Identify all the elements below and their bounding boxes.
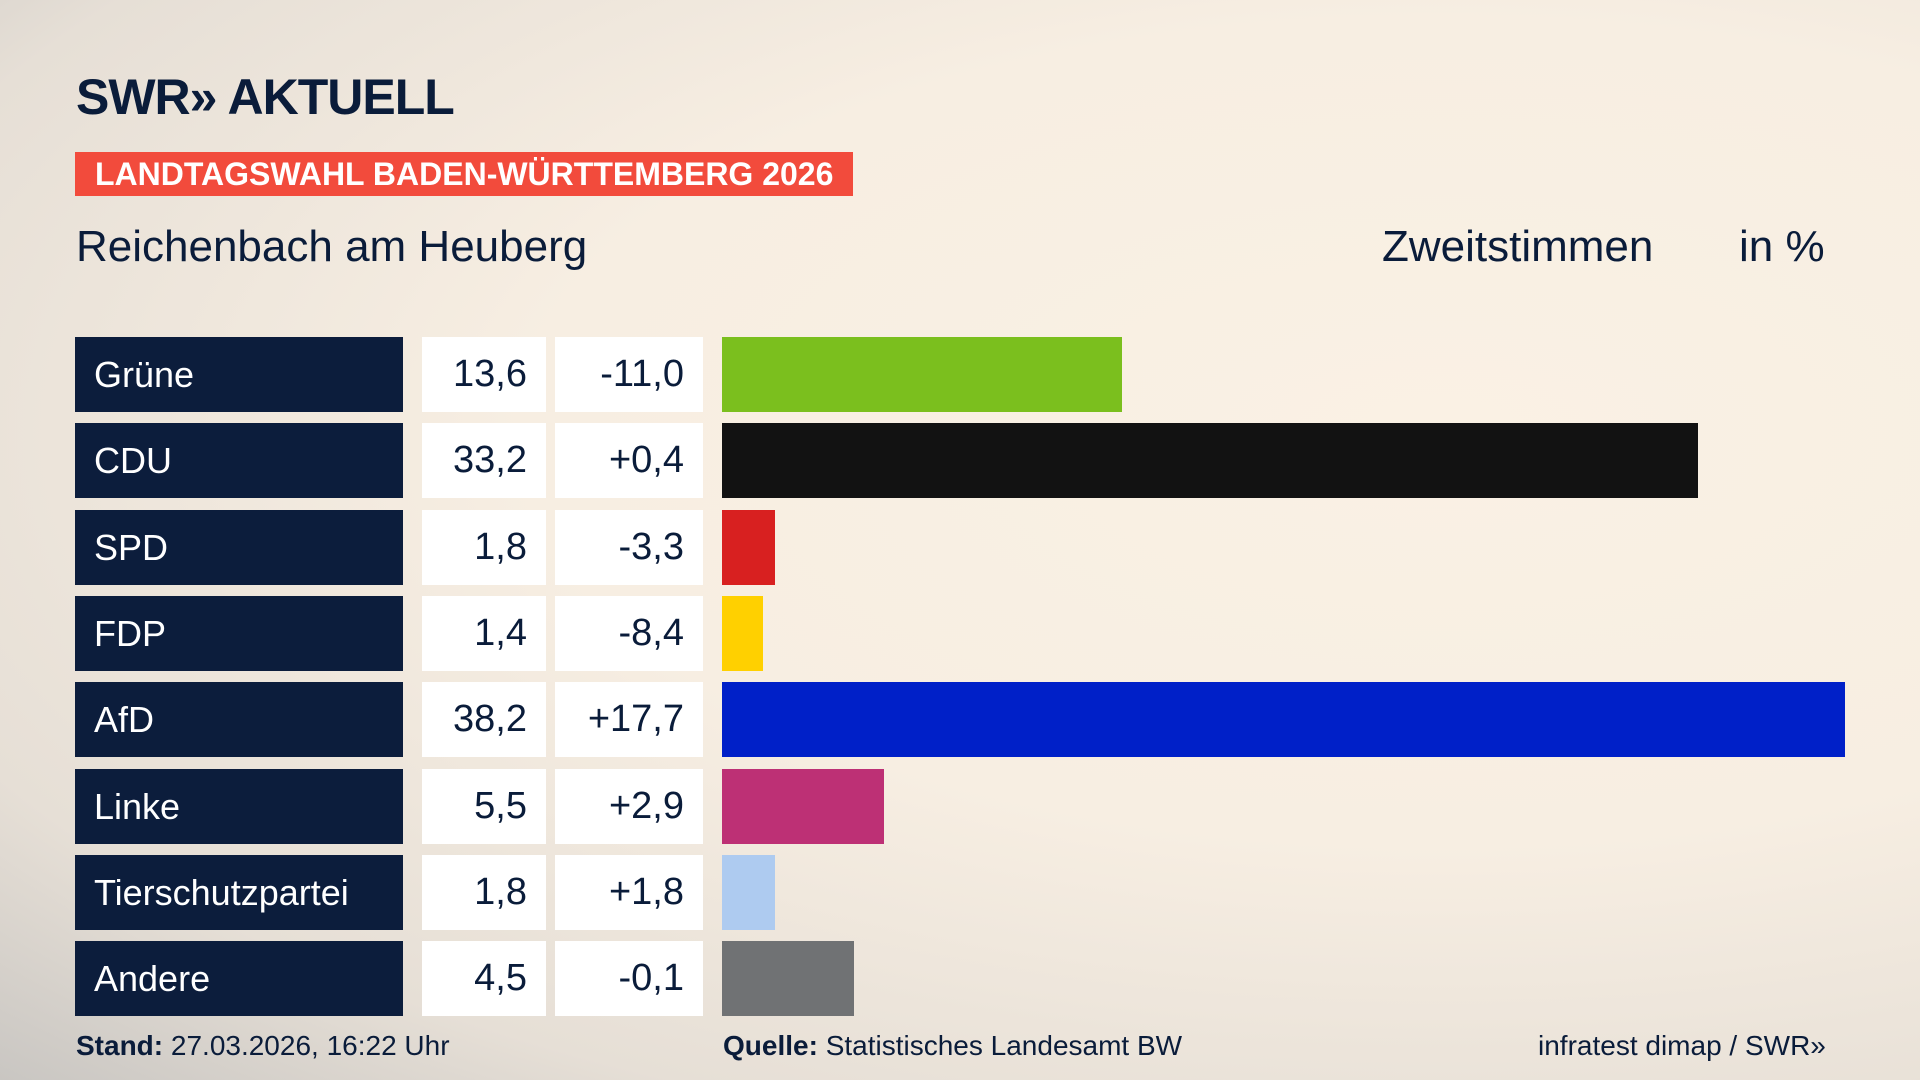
party-change: -11,0 — [555, 337, 703, 412]
party-name: Linke — [75, 768, 403, 844]
unit-label: in % — [1739, 222, 1825, 271]
party-name: CDU — [75, 423, 403, 499]
party-change: -3,3 — [555, 509, 703, 585]
party-bar — [722, 682, 1845, 758]
party-value: 13,6 — [422, 337, 546, 412]
party-name: Tierschutzpartei — [75, 854, 403, 930]
party-name: Grüne — [75, 337, 403, 412]
party-change: -8,4 — [555, 595, 703, 671]
party-change: +2,9 — [555, 768, 703, 844]
swr-aktuell-logo: SWR» AKTUELL — [76, 69, 455, 125]
party-name: SPD — [75, 509, 403, 585]
party-value: 38,2 — [422, 682, 546, 758]
party-bar — [722, 337, 1122, 412]
party-value: 1,4 — [422, 595, 546, 671]
party-change: +1,8 — [555, 854, 703, 930]
party-name: AfD — [75, 682, 403, 758]
party-bar — [722, 854, 775, 930]
party-name: Andere — [75, 941, 403, 1017]
credit: infratest dimap / SWR» — [1538, 1030, 1826, 1061]
place-title: Reichenbach am Heuberg — [76, 222, 588, 271]
party-value: 4,5 — [422, 941, 546, 1017]
party-bar — [722, 941, 855, 1017]
party-bar — [722, 509, 775, 585]
party-bar — [722, 768, 884, 844]
party-bar — [722, 423, 1698, 499]
party-value: 1,8 — [422, 509, 546, 585]
stand-label: Stand: — [76, 1030, 164, 1061]
party-bar — [722, 595, 764, 671]
source-value: Statistisches Landesamt BW — [825, 1030, 1183, 1061]
source: Quelle: Statistisches Landesamt BW — [723, 1030, 1182, 1062]
stand: Stand: 27.03.2026, 16:22 Uhr — [76, 1030, 450, 1062]
party-change: +0,4 — [555, 423, 703, 499]
vote-type-label: Zweitstimmen — [1382, 222, 1654, 271]
party-name: FDP — [75, 595, 403, 671]
source-label: Quelle: — [723, 1030, 818, 1061]
party-value: 1,8 — [422, 854, 546, 930]
party-value: 33,2 — [422, 423, 546, 499]
party-change: -0,1 — [555, 941, 703, 1017]
stand-value: 27.03.2026, 16:22 Uhr — [170, 1030, 450, 1061]
party-value: 5,5 — [422, 768, 546, 844]
election-banner: LANDTAGSWAHL BADEN-WÜRTTEMBERG 2026 — [75, 152, 854, 196]
party-change: +17,7 — [555, 682, 703, 758]
